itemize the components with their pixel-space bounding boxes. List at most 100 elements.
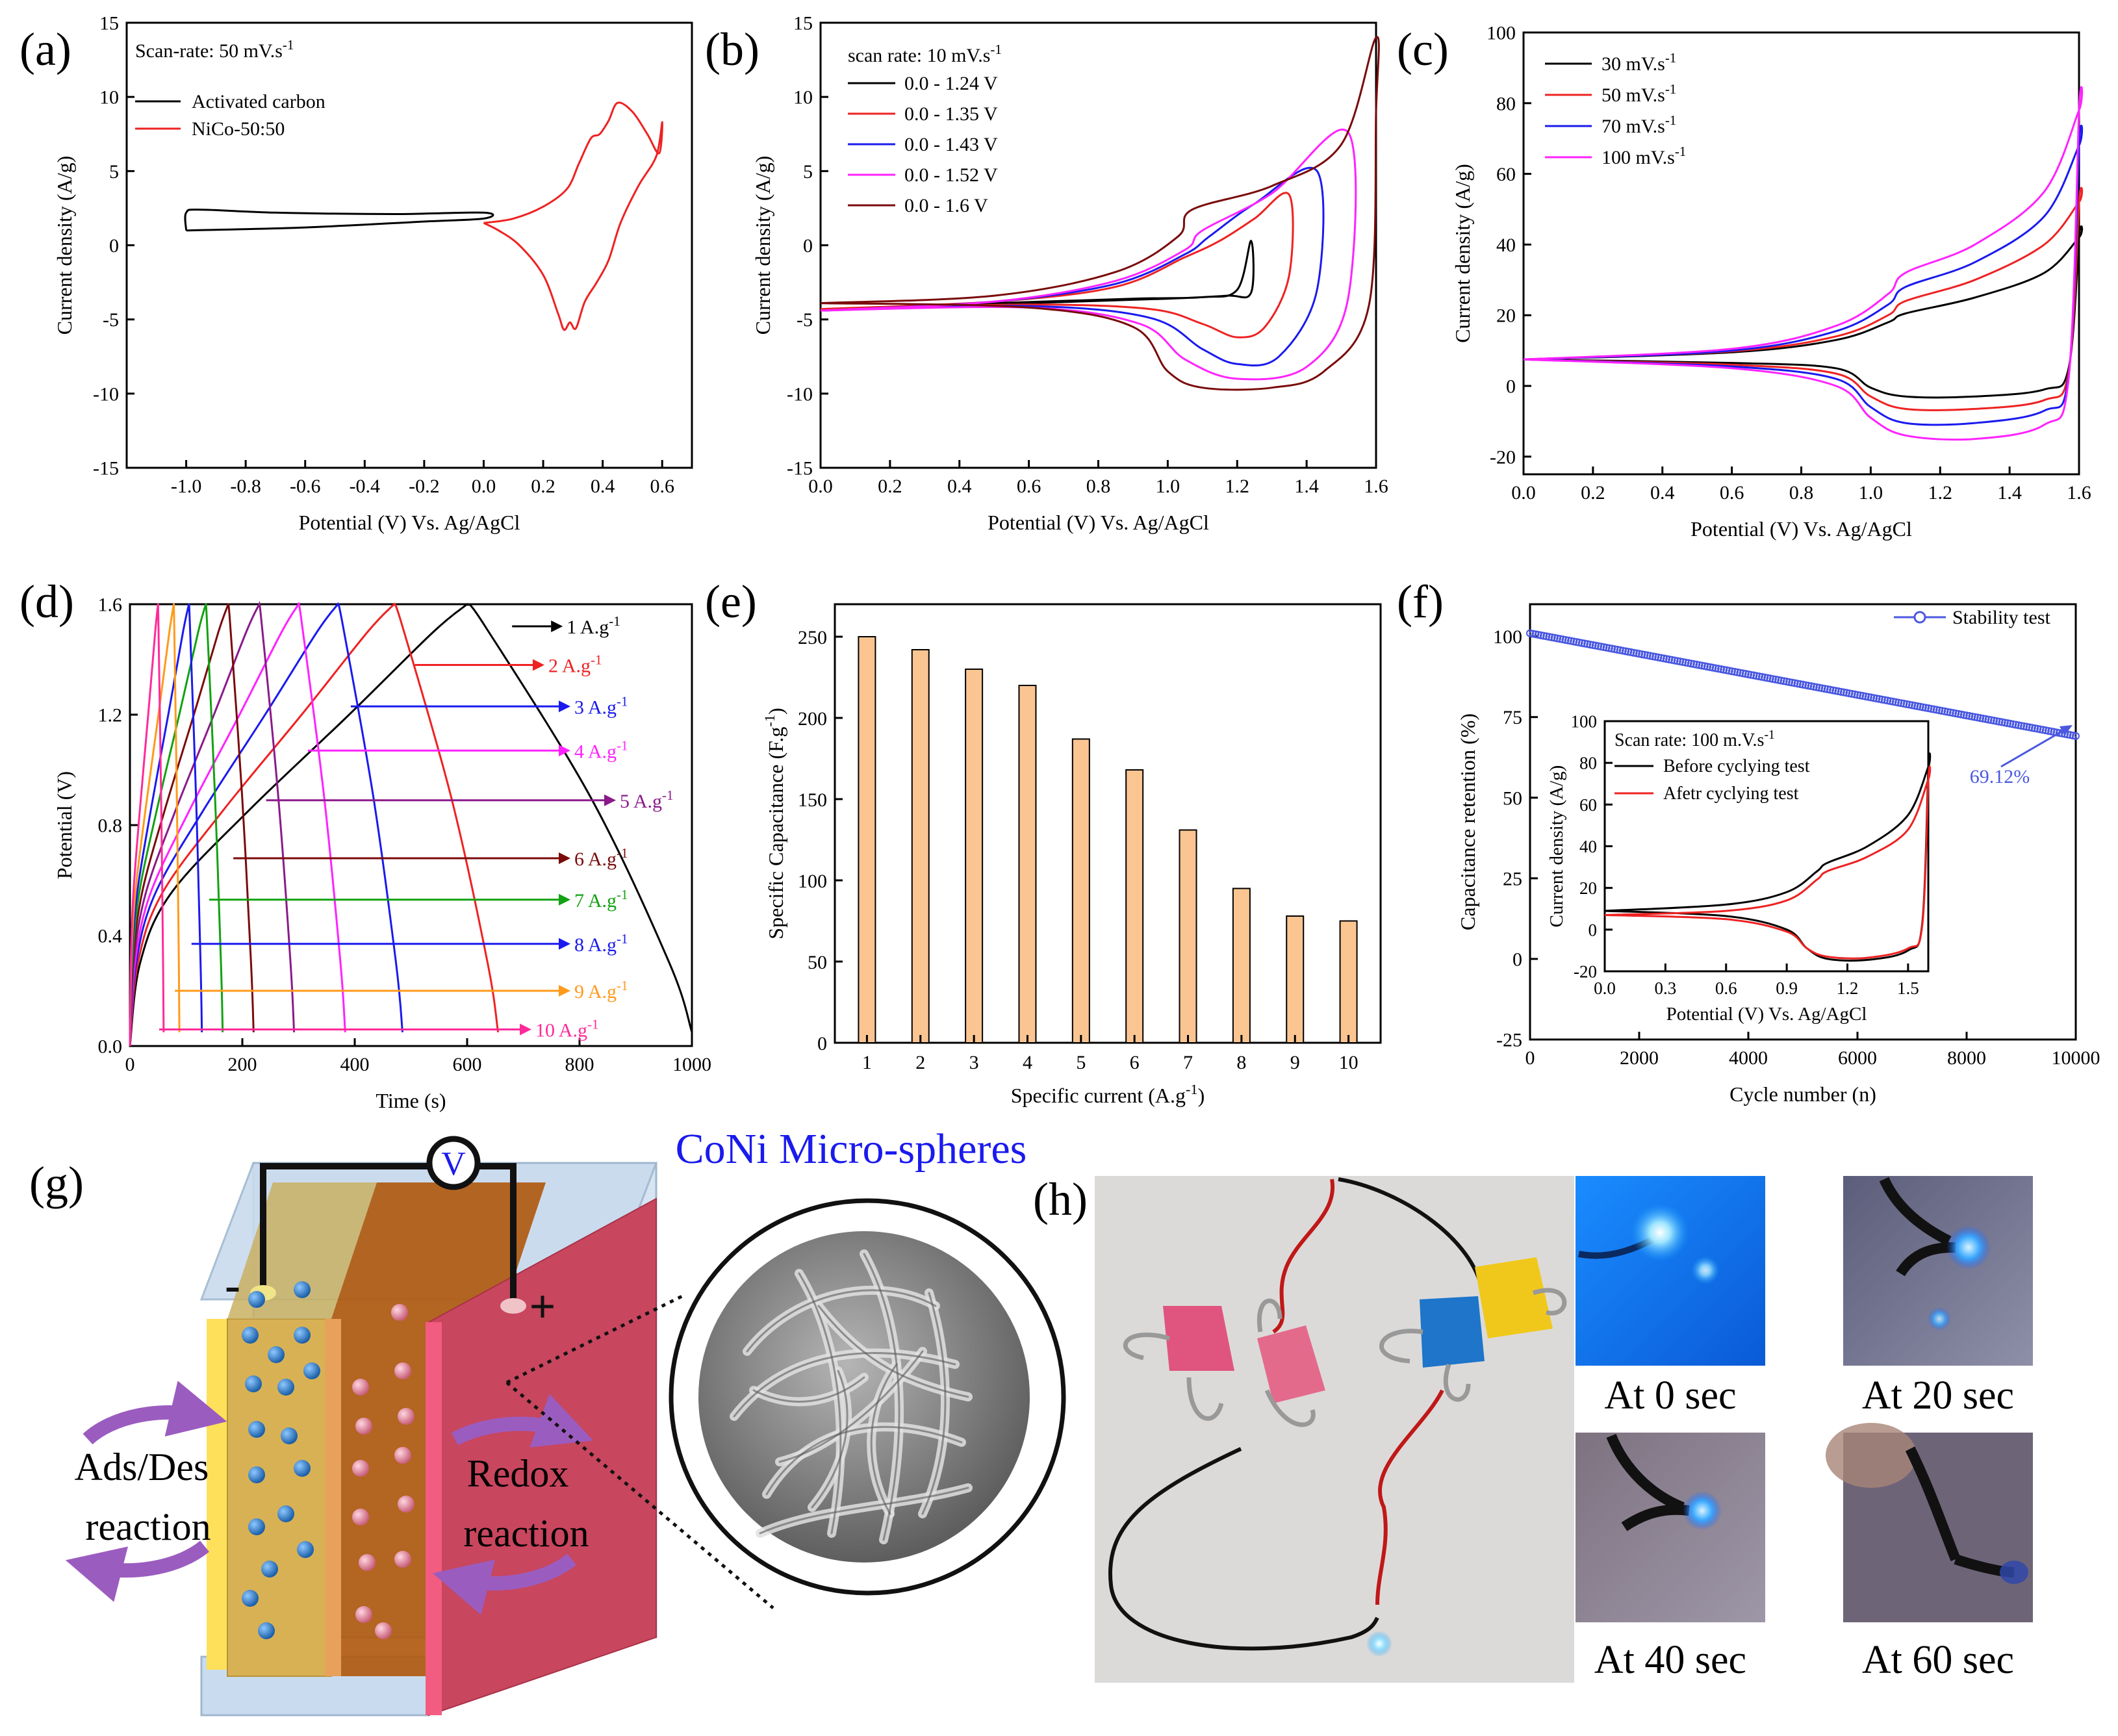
current-density-label: 1 A.g-1 (567, 613, 620, 638)
x-tick-label: 10000 (2052, 1047, 2100, 1069)
y-tick-label: 100 (798, 871, 827, 892)
bar (1179, 829, 1197, 1043)
panel-label-f: (f) (1397, 576, 1444, 628)
x-tick-label: 0.6 (650, 476, 674, 497)
x-tick-label: 0 (125, 1054, 135, 1075)
x-tick-label: 6000 (1838, 1047, 1877, 1069)
panel-label-b: (b) (705, 23, 759, 75)
x-tick-label: 1 (862, 1052, 872, 1073)
plus-sign: + (529, 1281, 555, 1333)
pink-clip-right (1257, 1325, 1325, 1403)
legend-label: 0.0 - 1.43 V (904, 134, 998, 155)
sphere-flake-edge (746, 1289, 937, 1353)
x-tick-label: 0.6 (1715, 978, 1737, 998)
x-axis-label: Potential (V) Vs. Ag/AgCl (988, 511, 1209, 534)
legend-label: 50 mV.s-1 (1601, 81, 1676, 106)
red-wire-lower (1375, 1389, 1444, 1605)
blue-yellow-clip-handles (1379, 1288, 1567, 1402)
adsorbed-ion (245, 1375, 262, 1392)
black-wire-top (1338, 1177, 1483, 1287)
x-axis-label: Potential (V) Vs. Ag/AgCl (299, 511, 520, 534)
redox-ion (375, 1622, 392, 1639)
x-tick-label: 1.2 (1225, 476, 1250, 497)
sphere-flake-edge (817, 1305, 969, 1398)
legend-label: 0.0 - 1.52 V (904, 164, 998, 186)
redox-ion (355, 1606, 372, 1623)
y-tick-label: 10 (793, 87, 813, 108)
charge-discharge-curve (129, 603, 165, 1047)
y-tick-label: 0 (817, 1033, 827, 1054)
photo-40-sec-led (1683, 1491, 1722, 1530)
y-tick-label: 200 (798, 708, 827, 730)
final-retention-label: 69.12% (1970, 766, 2030, 787)
x-tick-label: 1000 (672, 1054, 711, 1075)
series-line (820, 192, 1294, 338)
y-tick-label: 1.2 (98, 705, 123, 726)
y-tick-label: -10 (93, 383, 119, 405)
series-line (1523, 124, 2084, 426)
adsorbed-ion (277, 1505, 294, 1522)
series-line (820, 36, 1380, 391)
redox-cycle-arrow-top (451, 1394, 594, 1448)
y-tick-label: 10 (99, 87, 119, 108)
chart-panel-f: 0 2000 4000 6000 8000 10000-250255075100Stabi… (1456, 603, 2100, 1106)
y-tick-label: 20 (1579, 878, 1597, 898)
y-tick-label: 50 (808, 952, 827, 973)
x-tick-label: 1.6 (1364, 476, 1388, 497)
y-tick-label: -15 (787, 458, 813, 479)
x-tick-label: 0.3 (1655, 978, 1677, 998)
adsorbed-ion (242, 1327, 259, 1344)
y-tick-label: 75 (1503, 707, 1522, 728)
chart-panel-d: 0 200 400 600 800 1000 0.0 0.4 0.8 1.2 1.6 1 A.g-1 2… (53, 594, 711, 1113)
ads-des-label-line1: Ads/Des (75, 1446, 209, 1488)
y-tick-label: 100 (1486, 23, 1516, 44)
inset-y-axis-label: Current density (A/g) (1546, 765, 1567, 928)
adsorbed-ion (303, 1362, 320, 1379)
y-tick-label: 0 (109, 235, 119, 257)
series-line (820, 166, 1325, 366)
legend-label: 30 mV.s-1 (1601, 50, 1676, 75)
voltmeter-circle (426, 1136, 481, 1190)
redox-ions (352, 1304, 415, 1639)
inset-legend-label: Before cyclying test (1663, 756, 1810, 776)
current-density-label: 5 A.g-1 (620, 787, 674, 812)
redox-ion (352, 1509, 369, 1525)
adsorbed-ion (281, 1427, 298, 1444)
x-tick-label: -0.2 (409, 476, 440, 497)
adsorbed-ion (242, 1590, 259, 1607)
legend-marker (1913, 611, 1926, 624)
x-tick-label: 7 (1183, 1052, 1193, 1073)
x-tick-label: 1.2 (1837, 978, 1859, 998)
x-tick-label: 0.8 (1789, 482, 1814, 504)
micro-spheres-title: CoNi Micro-spheres (676, 1125, 1027, 1173)
negative-wire (260, 1163, 435, 1290)
charge-discharge-curve (129, 602, 693, 1047)
x-tick-label: 0.6 (1017, 476, 1041, 497)
photo-panel-h: At 0 sec At 20 sec At 40 sec At 60 sec (1095, 1176, 2033, 1683)
bar (965, 669, 984, 1043)
arrow-head (559, 985, 570, 997)
x-tick-label: 4000 (1729, 1047, 1768, 1069)
adsorbed-ion (277, 1379, 294, 1396)
x-tick-label: 0 (1525, 1047, 1535, 1069)
x-tick-label: 1.0 (1156, 476, 1180, 497)
x-tick-label: 4 (1023, 1052, 1032, 1073)
bar (858, 636, 876, 1043)
adsorbed-ion (294, 1460, 311, 1477)
current-density-label: 3 A.g-1 (574, 693, 628, 718)
y-tick-label: 0 (1588, 920, 1598, 939)
left-electrode-edge (207, 1319, 227, 1670)
x-tick-label: 6 (1130, 1052, 1140, 1073)
x-tick-label: 0.0 (1511, 482, 1536, 504)
redox-ion (398, 1408, 415, 1425)
adsorbed-ion (294, 1327, 311, 1344)
arrow-head (533, 659, 544, 671)
positive-terminal (500, 1298, 526, 1314)
device-photo-shade (1095, 1176, 1574, 1683)
y-tick-label: 25 (1503, 868, 1522, 889)
x-tick-label: 0.4 (591, 476, 615, 497)
sphere-flake-edge (752, 1376, 865, 1403)
x-tick-label: 1.0 (1859, 482, 1883, 504)
y-tick-label: 1.6 (98, 594, 123, 616)
photo-0-sec-led (1631, 1203, 1689, 1262)
